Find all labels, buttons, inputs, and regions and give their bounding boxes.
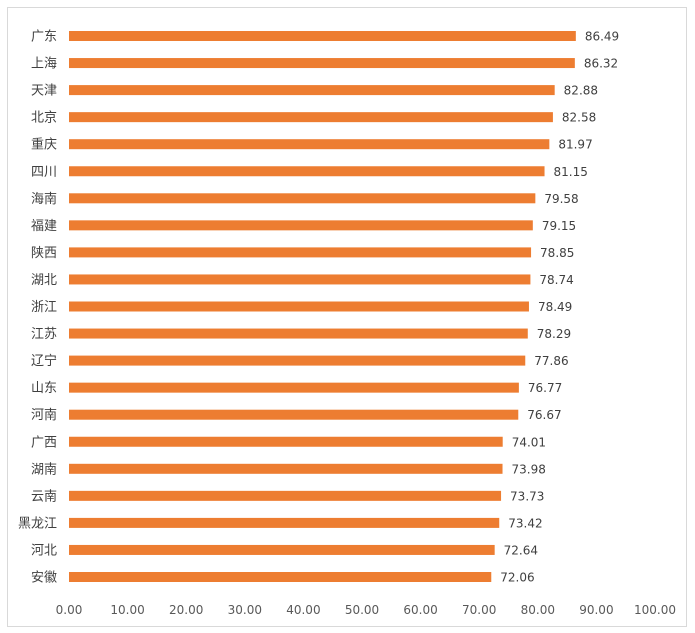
category-label: 山东 [31, 381, 57, 396]
data-label: 79.15 [542, 219, 576, 233]
bar [69, 166, 545, 177]
data-label: 72.06 [500, 571, 534, 585]
category-label: 江苏 [31, 326, 57, 342]
value-labels: 86.49 86.32 82.88 82.58 81.97 81.15 79.58 79.15… [500, 30, 619, 585]
category-label: 北京 [31, 111, 57, 126]
bar [69, 85, 555, 96]
category-label: 河北 [31, 543, 57, 558]
data-label: 73.98 [512, 462, 546, 476]
data-label: 76.77 [528, 381, 562, 395]
bar [69, 355, 526, 366]
category-label: 天津 [31, 84, 57, 99]
data-label: 81.97 [558, 138, 592, 152]
category-label: 上海 [31, 57, 57, 72]
data-label: 86.32 [584, 57, 618, 71]
data-label: 76.67 [527, 408, 561, 422]
data-label: 78.74 [539, 273, 573, 287]
bar [69, 274, 531, 285]
data-label: 78.85 [540, 246, 574, 260]
category-label: 安徽 [31, 571, 57, 586]
category-label: 河南 [31, 407, 57, 423]
category-label: 湖南 [31, 461, 57, 477]
data-label: 86.49 [585, 30, 619, 44]
data-label: 78.49 [538, 300, 572, 314]
category-label: 湖北 [31, 273, 57, 288]
category-label: 辽宁 [31, 353, 57, 369]
data-label: 77.86 [534, 354, 568, 368]
category-label: 海南 [31, 191, 57, 207]
x-tick-label: 40.00 [286, 603, 320, 617]
x-tick-label: 70.00 [462, 603, 496, 617]
data-label: 81.15 [554, 165, 588, 179]
data-label: 79.58 [544, 192, 578, 206]
bar [69, 409, 519, 420]
category-labels: 广东上海天津北京重庆四川海南福建陕西湖北浙江江苏辽宁山东河南广西湖南云南黑龙江河… [18, 30, 57, 586]
bar [69, 112, 553, 123]
category-label: 福建 [31, 219, 57, 234]
bar [69, 220, 533, 231]
data-label: 82.58 [562, 111, 596, 125]
category-label: 黑龙江 [18, 516, 57, 531]
bar [69, 328, 528, 339]
data-label: 78.29 [537, 327, 571, 341]
bar [69, 301, 529, 312]
x-tick-label: 30.00 [228, 603, 262, 617]
data-label: 82.88 [564, 84, 598, 98]
category-label: 四川 [31, 165, 57, 180]
bars [69, 31, 576, 582]
chart-frame [7, 7, 687, 627]
data-label: 73.42 [508, 516, 542, 530]
x-axis-tick-labels: 0.00 10.00 20.00 30.00 40.00 50.00 60.00 70.00 8… [56, 603, 676, 617]
bar [69, 58, 575, 69]
x-tick-label: 80.00 [521, 603, 555, 617]
data-label: 74.01 [512, 435, 546, 449]
bar [69, 572, 492, 582]
bar [69, 193, 536, 204]
category-label: 浙江 [31, 300, 57, 315]
bar [69, 544, 495, 555]
bar [69, 490, 502, 501]
bar [69, 247, 532, 258]
x-tick-label: 10.00 [110, 603, 144, 617]
bar [69, 517, 500, 528]
bar [69, 139, 550, 150]
category-label: 广西 [31, 435, 57, 450]
bar [69, 382, 519, 393]
category-label: 重庆 [31, 137, 57, 153]
data-label: 73.73 [510, 489, 544, 503]
bar [69, 31, 576, 41]
bar [69, 463, 503, 474]
x-tick-label: 60.00 [403, 603, 437, 617]
bar [69, 436, 503, 447]
x-tick-label: 20.00 [169, 603, 203, 617]
x-tick-label: 50.00 [345, 603, 379, 617]
category-label: 云南 [31, 488, 57, 504]
x-tick-label: 100.00 [634, 603, 676, 617]
x-tick-label: 90.00 [579, 603, 613, 617]
category-label: 陕西 [31, 246, 57, 261]
x-tick-label: 0.00 [56, 603, 83, 617]
data-label: 72.64 [504, 543, 538, 557]
category-label: 广东 [31, 30, 57, 45]
